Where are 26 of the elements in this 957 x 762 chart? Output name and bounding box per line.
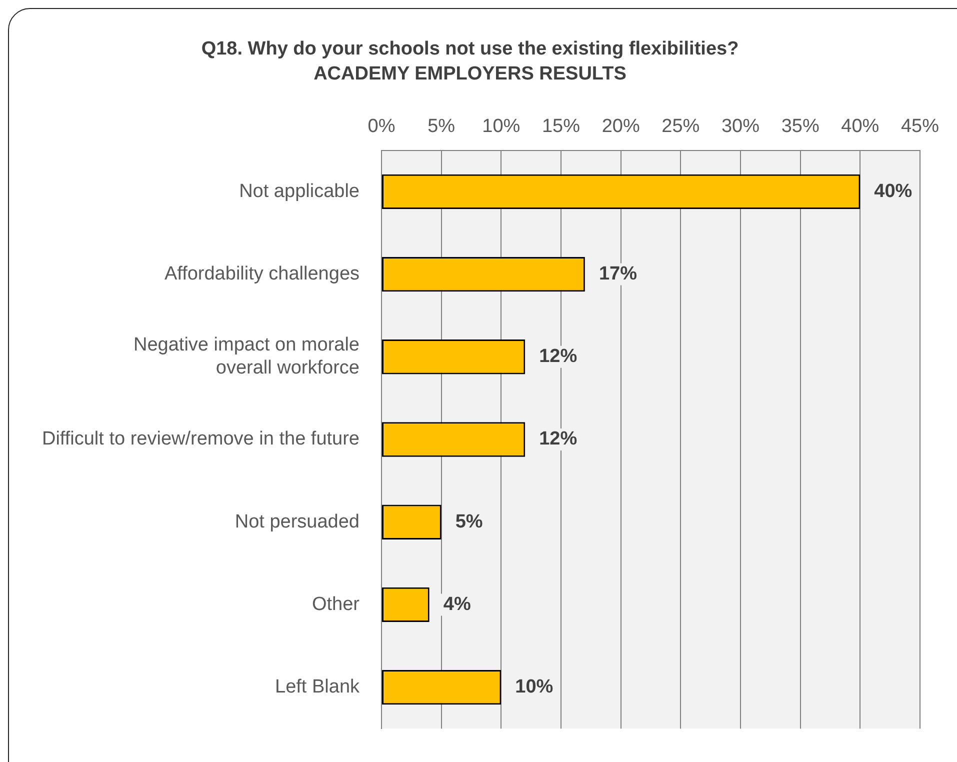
x-tick-label: 15% [542, 116, 580, 138]
x-tick-label: 45% [900, 116, 940, 138]
y-tick-label: Left Blank [275, 676, 360, 698]
data-label: 10% [515, 676, 554, 698]
x-tick-label: 0% [368, 116, 396, 138]
x-tick-label: 40% [841, 116, 880, 138]
y-tick-label: Affordability challenges [164, 264, 360, 285]
data-label: 40% [874, 180, 912, 202]
chart-subtitle: ACADEMY EMPLOYERS RESULTS [314, 63, 626, 84]
data-label: 5% [455, 511, 483, 532]
chart-title: Q18. Why do your schools not use the existing flexibilities? [201, 38, 739, 60]
x-tick-label: 20% [602, 116, 640, 138]
x-tick-label: 35% [781, 116, 820, 138]
x-tick-label: 5% [428, 116, 456, 138]
y-tick-label: Other [312, 594, 360, 615]
y-tick-label: Negative impact on morale overall workforce [134, 334, 360, 379]
y-tick-label: Not applicable [239, 180, 360, 202]
data-label: 12% [539, 346, 578, 368]
x-tick-label: 25% [662, 116, 700, 138]
data-label: 17% [598, 264, 638, 285]
data-label: 4% [443, 594, 471, 615]
x-tick-label: 30% [721, 116, 760, 138]
data-label: 12% [539, 428, 578, 450]
y-tick-label: Difficult to review/remove in the future [42, 428, 360, 450]
y-tick-label: Not persuaded [234, 511, 360, 532]
x-tick-label: 10% [482, 116, 520, 138]
